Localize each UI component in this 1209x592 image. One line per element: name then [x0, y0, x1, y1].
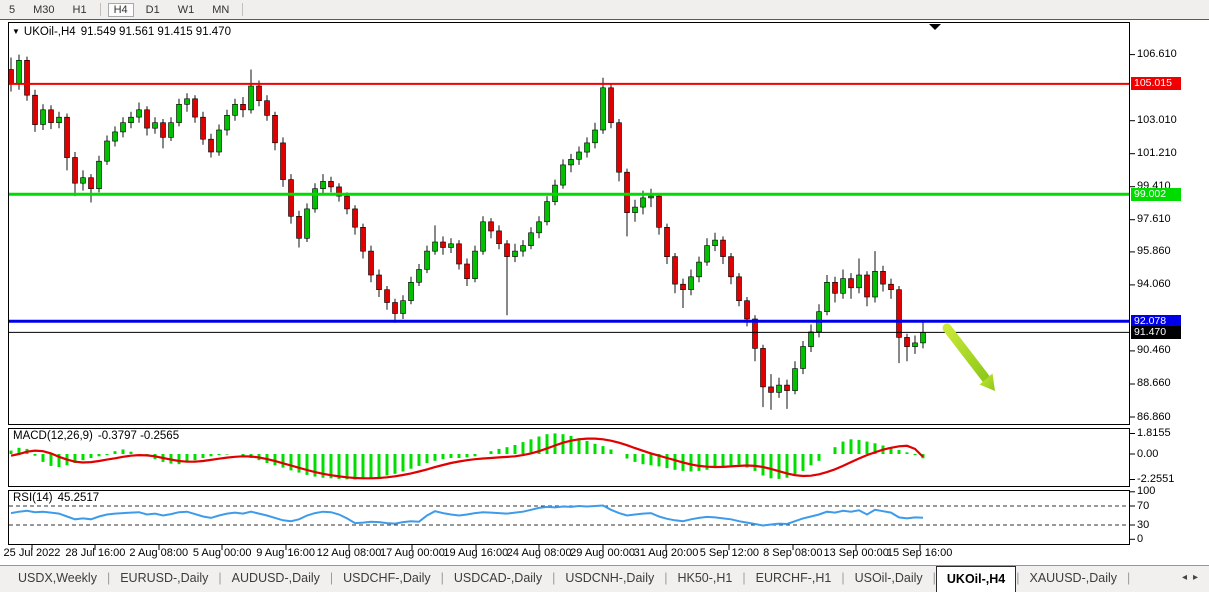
time-axis-label: 5 Aug 00:00 — [192, 547, 252, 559]
price-level-badge: 105.015 — [1131, 77, 1181, 91]
symbol-tab-usdx-weekly[interactable]: USDX,Weekly — [18, 571, 97, 585]
tab-separator: | — [218, 571, 222, 585]
rsi-axis-tick-label: 0 — [1137, 532, 1144, 545]
timeframe-button-W1[interactable]: W1 — [177, 3, 195, 16]
tab-separator: | — [552, 571, 556, 585]
timeframe-button-MN[interactable]: MN — [212, 3, 230, 16]
time-axis-label: 8 Sep 08:00 — [763, 547, 823, 559]
macd-name: MACD(12,26,9) — [13, 430, 93, 442]
macd-values: -0.3797 -0.2565 — [97, 430, 180, 442]
price-axis-tick-label: 101.210 — [1137, 147, 1177, 160]
symbol-tab-eurchf-h1[interactable]: EURCHF-,H1 — [755, 571, 832, 585]
time-axis-label: 25 Jul 2022 — [3, 547, 61, 559]
price-axis-tick-label: 106.610 — [1137, 48, 1177, 61]
symbol-dropdown-icon[interactable]: ▼ — [12, 27, 20, 36]
symbol-tab-usdcad-daily[interactable]: USDCAD-,Daily — [453, 571, 543, 585]
symbol-tabs: USDX,Weekly | EURUSD-,Daily | AUDUSD-,Daily |… — [0, 566, 1130, 592]
price-level-badge: 99.002 — [1131, 187, 1181, 201]
tabs-scroll-right-icon[interactable]: ▸ — [1192, 572, 1204, 583]
timeframe-button-D1[interactable]: D1 — [145, 3, 160, 16]
price-axis-tick-label: 88.660 — [1137, 377, 1171, 390]
price-axis-tick-label: 103.010 — [1137, 114, 1177, 127]
tab-separator: | — [742, 571, 746, 585]
timeframe-button-H4[interactable]: H4 — [107, 2, 134, 17]
tab-separator: | — [1127, 571, 1131, 585]
time-axis-label: 9 Aug 16:00 — [256, 547, 315, 559]
macd-axis-tick-label: -2.2551 — [1137, 472, 1175, 485]
tab-separator: | — [440, 571, 444, 585]
price-axis-tick-label: 90.460 — [1137, 344, 1171, 357]
toolbar-separator — [242, 3, 244, 16]
toolbar-separator — [99, 3, 101, 16]
rsi-axis-tick-label: 100 — [1137, 485, 1156, 498]
time-axis-label: 13 Sep 00:00 — [823, 547, 889, 559]
macd-histogram — [9, 433, 925, 480]
tab-separator: | — [1016, 571, 1020, 585]
time-axis-label: 15 Sep 16:00 — [886, 547, 953, 559]
price-axis-tick-label: 86.860 — [1137, 410, 1171, 423]
symbol-tab-usdcnh-daily[interactable]: USDCNH-,Daily — [565, 571, 655, 585]
time-axis-label: 17 Aug 00:00 — [379, 547, 445, 559]
symbol-tab-ukoil-h4[interactable]: UKOil-,H4 — [935, 566, 1017, 592]
tab-separator: | — [841, 571, 845, 585]
macd-signal-line — [10, 437, 924, 480]
chart-ohlc-quote: 91.549 91.561 91.415 91.470 — [80, 26, 231, 38]
symbol-tab-usoil-daily[interactable]: USOil-,Daily — [854, 571, 923, 585]
symbol-tab-audusd-daily[interactable]: AUDUSD-,Daily — [231, 571, 320, 585]
tab-separator: | — [664, 571, 668, 585]
time-axis-label: 31 Aug 20:00 — [633, 547, 699, 559]
tab-separator: | — [932, 571, 936, 585]
time-axis-label: 19 Aug 16:00 — [443, 547, 509, 559]
tab-scroll-arrows: ◂▸ — [1182, 572, 1204, 583]
time-axis-label: 5 Sep 12:00 — [699, 547, 760, 559]
rsi-axis-tick-label: 30 — [1137, 518, 1150, 531]
timeframe-toolbar: 5 M30 H1 H4 D1 W1 MN — [0, 0, 1209, 20]
symbol-tab-eurusd-daily[interactable]: EURUSD-,Daily — [120, 571, 209, 585]
rsi-indicator-label: RSI(14) 45.2517 — [13, 492, 99, 504]
rsi-axis-tick-label: 70 — [1137, 499, 1150, 512]
time-axis-label: 28 Jul 16:00 — [65, 547, 126, 559]
chart-shift-marker-icon — [929, 24, 941, 30]
time-axis-label: 29 Aug 00:00 — [570, 547, 636, 559]
horizontal-level-lines — [9, 82, 1129, 333]
symbol-tab-xauusd-daily[interactable]: XAUUSD-,Daily — [1029, 571, 1117, 585]
pane-borders — [8, 22, 1130, 545]
rsi-line — [10, 504, 924, 527]
timeframe-button-H1[interactable]: H1 — [72, 3, 87, 16]
tab-separator: | — [329, 571, 334, 585]
down-trend-arrow[interactable] — [942, 323, 995, 391]
macd-axis-tick-label: 0.00 — [1137, 447, 1159, 460]
chart-symbol-period: UKOil-,H4 — [23, 26, 76, 38]
price-level-badge: 92.078 — [1131, 314, 1181, 328]
time-axis-label: 2 Aug 08:00 — [129, 547, 189, 559]
tab-separator: | — [106, 571, 111, 585]
time-axis-label: 24 Aug 08:00 — [506, 547, 572, 559]
candlestick-series — [8, 54, 926, 410]
price-axis-tick-label: 94.060 — [1137, 278, 1171, 291]
price-level-badge: 91.470 — [1131, 325, 1181, 339]
symbol-tab-hk50-h1[interactable]: HK50-,H1 — [677, 571, 733, 585]
price-axis-tick-label: 95.860 — [1137, 245, 1171, 258]
timeframe-button-M30[interactable]: M30 — [33, 3, 55, 16]
macd-indicator-label: MACD(12,26,9) -0.3797 -0.2565 — [13, 430, 179, 442]
chart-title-line: ▼ UKOil-,H4 91.549 91.561 91.415 91.470 — [12, 26, 231, 38]
price-axis-tick-label: 97.610 — [1137, 213, 1171, 226]
tabs-scroll-left-icon[interactable]: ◂ — [1181, 572, 1193, 583]
symbol-tab-bar: USDX,Weekly | EURUSD-,Daily | AUDUSD-,Daily |… — [0, 565, 1209, 592]
time-axis-label: 12 Aug 08:00 — [316, 547, 382, 559]
rsi-name: RSI(14) — [13, 492, 53, 504]
timeframe-button-5[interactable]: 5 — [9, 3, 16, 16]
chart-graphics — [8, 22, 1135, 550]
axis-tick-marks — [31, 54, 1135, 550]
macd-axis-tick-label: 1.8155 — [1137, 426, 1171, 439]
rsi-value: 45.2517 — [57, 492, 100, 504]
symbol-tab-usdchf-daily[interactable]: USDCHF-,Daily — [343, 571, 431, 585]
